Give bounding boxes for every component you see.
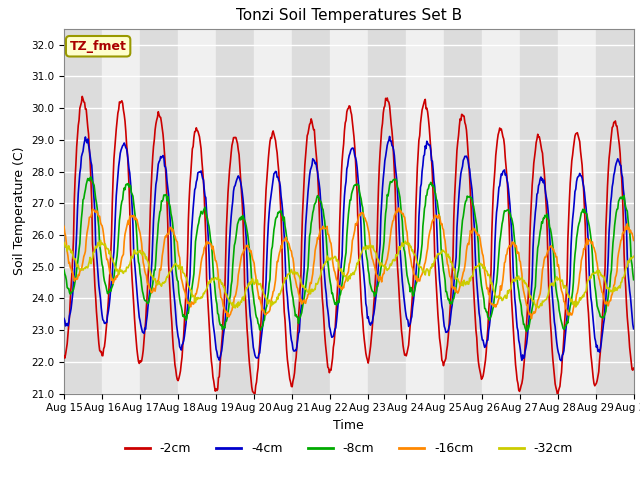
- -2cm: [554, 393, 561, 398]
- Line: -2cm: -2cm: [64, 96, 634, 396]
- -2cm: [218, 341, 225, 347]
- -32cm: [97, 238, 104, 243]
- -8cm: [70, 283, 78, 289]
- -8cm: [419, 223, 427, 229]
- -8cm: [60, 267, 68, 273]
- -16cm: [394, 205, 402, 211]
- -32cm: [218, 281, 225, 287]
- -2cm: [70, 198, 78, 204]
- -16cm: [187, 304, 195, 310]
- -16cm: [60, 223, 68, 229]
- -2cm: [630, 365, 637, 371]
- -8cm: [630, 277, 637, 283]
- -4cm: [217, 351, 225, 357]
- Line: -32cm: -32cm: [64, 240, 634, 308]
- Y-axis label: Soil Temperature (C): Soil Temperature (C): [13, 147, 26, 276]
- Bar: [216, 29, 254, 394]
- Bar: [482, 29, 520, 394]
- -4cm: [386, 133, 394, 139]
- -32cm: [231, 305, 239, 311]
- -32cm: [188, 288, 195, 294]
- -16cm: [129, 213, 137, 218]
- -8cm: [87, 174, 95, 180]
- -4cm: [436, 277, 444, 283]
- -2cm: [78, 94, 86, 99]
- -4cm: [187, 251, 195, 256]
- -4cm: [419, 162, 427, 168]
- -32cm: [60, 240, 68, 245]
- -32cm: [70, 256, 78, 262]
- Bar: [292, 29, 330, 394]
- -4cm: [70, 270, 78, 276]
- -32cm: [630, 253, 637, 259]
- Bar: [520, 29, 557, 394]
- Bar: [254, 29, 292, 394]
- Bar: [140, 29, 178, 394]
- -32cm: [420, 267, 428, 273]
- -4cm: [60, 315, 68, 321]
- Bar: [330, 29, 368, 394]
- Bar: [596, 29, 634, 394]
- Bar: [406, 29, 444, 394]
- -16cm: [419, 268, 427, 274]
- -32cm: [130, 250, 138, 255]
- Title: Tonzi Soil Temperatures Set B: Tonzi Soil Temperatures Set B: [236, 9, 462, 24]
- -16cm: [436, 214, 444, 219]
- X-axis label: Time: Time: [333, 419, 364, 432]
- Line: -16cm: -16cm: [64, 208, 634, 319]
- -8cm: [130, 200, 138, 206]
- -2cm: [130, 301, 138, 307]
- -32cm: [436, 250, 444, 256]
- Line: -8cm: -8cm: [64, 177, 634, 332]
- Bar: [102, 29, 140, 394]
- Bar: [557, 29, 596, 394]
- -4cm: [557, 358, 565, 363]
- -16cm: [630, 238, 637, 243]
- -16cm: [217, 294, 225, 300]
- Bar: [368, 29, 406, 394]
- Bar: [444, 29, 482, 394]
- -8cm: [523, 329, 531, 335]
- -2cm: [188, 157, 195, 163]
- -16cm: [70, 278, 78, 284]
- Legend: -2cm, -4cm, -8cm, -16cm, -32cm: -2cm, -4cm, -8cm, -16cm, -32cm: [120, 437, 578, 460]
- -8cm: [188, 288, 195, 294]
- -16cm: [527, 316, 535, 322]
- -2cm: [436, 335, 444, 341]
- -4cm: [630, 326, 637, 332]
- -2cm: [60, 353, 68, 359]
- Bar: [64, 29, 102, 394]
- -8cm: [218, 322, 225, 328]
- -8cm: [436, 214, 444, 219]
- -2cm: [419, 104, 427, 110]
- -4cm: [129, 222, 137, 228]
- Text: TZ_fmet: TZ_fmet: [70, 40, 127, 53]
- Line: -4cm: -4cm: [64, 136, 634, 360]
- Bar: [178, 29, 216, 394]
